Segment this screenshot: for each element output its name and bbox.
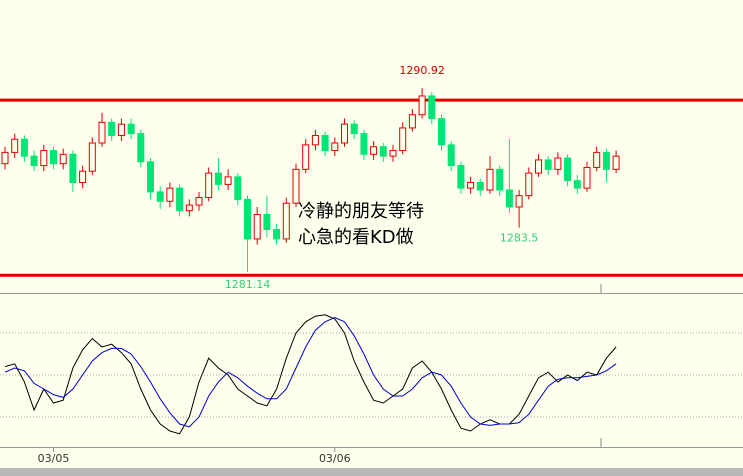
candle-body xyxy=(156,191,164,202)
candle-body xyxy=(505,189,513,208)
x-tick-label: 03/05 xyxy=(38,452,70,465)
candle-body xyxy=(176,187,184,212)
candle-body xyxy=(350,123,358,135)
candle-body xyxy=(612,155,620,170)
candle-body xyxy=(108,121,116,136)
scrollbar xyxy=(0,468,743,476)
candle-body xyxy=(98,121,106,144)
candle-body xyxy=(273,229,281,240)
candle-body xyxy=(30,155,38,167)
candle-body xyxy=(486,168,494,191)
candle-body xyxy=(593,151,601,168)
candle-body xyxy=(525,172,533,197)
kd-line xyxy=(4,314,617,435)
candle-body xyxy=(341,123,348,144)
candle-body xyxy=(20,138,28,157)
candle-body xyxy=(79,170,87,183)
candle-body xyxy=(554,157,562,170)
candle-body xyxy=(50,150,57,165)
candle-body xyxy=(544,159,552,170)
candle-body xyxy=(302,144,310,170)
annotation: 冷静的朋友等待 xyxy=(298,201,424,222)
candle-body xyxy=(88,142,96,172)
candle-body xyxy=(224,176,232,185)
candle-body xyxy=(292,168,300,204)
candle-body xyxy=(195,197,203,206)
candle-body xyxy=(166,187,174,202)
candle-body xyxy=(40,150,48,167)
candle-body xyxy=(137,133,145,163)
candle-body xyxy=(1,151,9,165)
candle-body xyxy=(389,150,397,157)
candle-body xyxy=(379,146,387,157)
candle-body xyxy=(263,213,271,231)
candle-body xyxy=(147,161,154,193)
candle-body xyxy=(515,195,523,208)
kd-line xyxy=(4,317,617,428)
candle-body xyxy=(476,182,484,191)
candle-body xyxy=(205,172,213,199)
candle-body xyxy=(573,180,581,189)
candle-body xyxy=(496,168,504,191)
candle-body xyxy=(244,198,251,240)
candle-body xyxy=(370,146,378,155)
candle-body xyxy=(564,157,572,182)
price-label: 1281.14 xyxy=(225,278,271,291)
candle-body xyxy=(399,127,407,152)
candle-body xyxy=(127,123,135,135)
candle-body xyxy=(447,144,455,167)
candle-body xyxy=(253,213,261,240)
candle-body xyxy=(282,202,290,240)
candle-body xyxy=(438,118,445,146)
candle-body xyxy=(583,166,591,189)
candle-body xyxy=(408,114,416,129)
candle-body xyxy=(214,172,222,185)
candle-body xyxy=(428,95,436,120)
candle-body xyxy=(11,138,19,153)
candle-body xyxy=(69,153,77,183)
price-label: 1290.92 xyxy=(399,64,445,77)
candle-body xyxy=(321,134,329,152)
candle-body xyxy=(311,134,319,146)
candle-body xyxy=(117,123,125,136)
annotation: 心急的看KD做 xyxy=(298,227,414,248)
candle-body xyxy=(234,176,242,200)
x-tick-label: 03/06 xyxy=(319,452,351,465)
price-label: 1283.5 xyxy=(500,232,539,245)
candle-body xyxy=(331,142,339,152)
candle-body xyxy=(360,133,368,155)
candle-body xyxy=(457,165,465,189)
candle-body xyxy=(418,95,426,116)
candle-body xyxy=(185,204,193,212)
candle-body xyxy=(467,182,475,189)
candle-body xyxy=(535,159,542,174)
candle-body xyxy=(59,153,67,165)
candle-body xyxy=(602,151,610,170)
